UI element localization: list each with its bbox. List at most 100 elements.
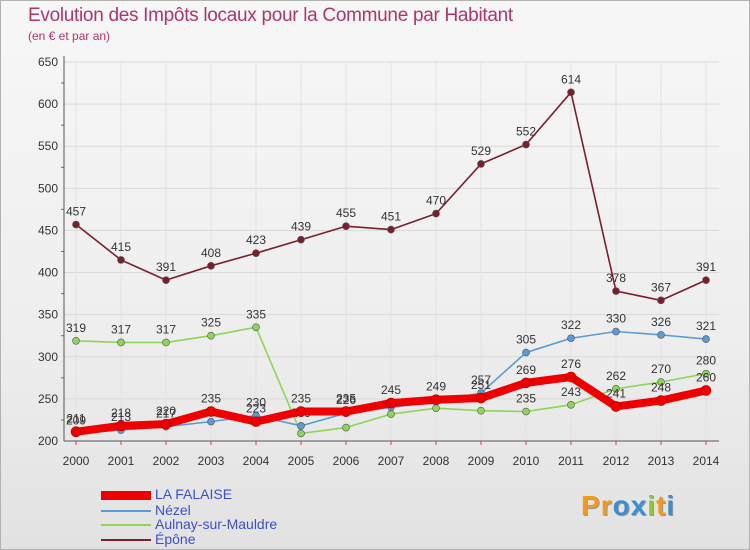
data-point — [205, 406, 217, 417]
legend-swatch — [101, 539, 151, 541]
logo-letter: x — [630, 490, 648, 521]
data-point — [207, 262, 215, 270]
data-point — [297, 429, 305, 438]
data-point — [657, 378, 665, 386]
data-point — [297, 235, 305, 244]
data-point — [115, 420, 127, 432]
data-point — [565, 371, 577, 383]
data-point — [702, 276, 710, 284]
data-point — [612, 287, 620, 295]
x-tick-label: 2003 — [198, 454, 225, 468]
x-tick-label: 2004 — [243, 454, 270, 468]
data-point — [567, 400, 575, 409]
y-tick-label: 300 — [38, 350, 58, 364]
data-point — [295, 406, 307, 417]
data-point — [387, 225, 395, 234]
data-point — [610, 401, 622, 412]
legend-label: Nézel — [155, 502, 191, 518]
data-point — [430, 394, 442, 406]
data-point — [162, 338, 170, 347]
data-label: 455 — [336, 206, 356, 220]
x-tick-label: 2000 — [63, 454, 90, 468]
data-label: 326 — [651, 315, 671, 329]
legend-swatch — [101, 491, 151, 500]
y-tick-label: 450 — [38, 223, 58, 237]
data-label: 276 — [561, 357, 581, 371]
data-label: 235 — [201, 392, 221, 406]
data-label: 220 — [156, 404, 176, 418]
data-label: 415 — [111, 240, 131, 254]
y-tick-label: 650 — [38, 55, 58, 69]
data-point — [432, 404, 440, 412]
data-label: 305 — [516, 333, 536, 347]
data-point — [207, 417, 215, 426]
legend-label: Aulnay-sur-Mauldre — [155, 516, 278, 532]
data-label: 423 — [246, 233, 266, 247]
data-label: 230 — [246, 396, 266, 410]
data-label: 552 — [516, 125, 536, 139]
data-point — [612, 327, 620, 336]
data-label: 319 — [66, 321, 86, 335]
data-label: 408 — [201, 246, 221, 260]
data-label: 262 — [606, 369, 626, 383]
data-label: 322 — [561, 318, 581, 332]
data-label: 248 — [651, 381, 671, 395]
data-point — [522, 407, 530, 416]
x-tick-label: 2013 — [648, 454, 675, 468]
data-point — [160, 418, 172, 430]
data-point — [475, 392, 487, 404]
data-point — [117, 338, 125, 347]
data-label: 391 — [156, 260, 176, 274]
data-point — [252, 249, 260, 257]
legend-label: LA FALAISE — [155, 486, 233, 502]
data-point — [72, 336, 80, 345]
data-label: 235 — [516, 392, 536, 406]
data-label: 213 — [111, 410, 131, 424]
proxiti-logo: Proxiti — [581, 490, 675, 522]
y-tick-label: 350 — [38, 308, 58, 322]
data-label: 223 — [246, 402, 266, 416]
data-label: 218 — [111, 406, 131, 420]
data-point — [657, 296, 665, 305]
data-label: 367 — [651, 280, 671, 294]
legend-swatch — [101, 510, 151, 512]
data-label: 235 — [291, 392, 311, 406]
data-point — [477, 406, 485, 415]
data-label: 317 — [156, 322, 176, 336]
data-point — [72, 220, 80, 229]
data-label: 321 — [696, 319, 716, 333]
logo-letter: i — [666, 490, 676, 521]
data-point — [567, 334, 575, 343]
data-label: 235 — [336, 392, 356, 406]
data-point — [520, 377, 532, 389]
data-label: 270 — [651, 362, 671, 376]
x-tick-label: 2012 — [603, 454, 630, 468]
data-point — [162, 276, 170, 284]
x-tick-label: 2002 — [153, 454, 180, 468]
data-point — [252, 323, 260, 332]
x-tick-label: 2008 — [423, 454, 450, 468]
data-point — [70, 426, 82, 438]
data-label: 439 — [291, 220, 311, 234]
data-point — [700, 385, 712, 396]
data-point — [612, 384, 620, 393]
data-label: 211 — [66, 412, 85, 426]
y-tick-label: 400 — [38, 266, 58, 280]
y-tick-label: 600 — [38, 97, 58, 111]
data-label: 470 — [426, 194, 446, 208]
y-tick-label: 200 — [38, 434, 58, 448]
data-label: 209 — [66, 413, 86, 427]
x-tick-label: 2007 — [378, 454, 405, 468]
x-tick-label: 2005 — [288, 454, 315, 468]
y-tick-label: 550 — [38, 139, 58, 153]
data-label: 391 — [696, 260, 716, 274]
data-label: 335 — [246, 307, 266, 321]
data-label: 280 — [696, 354, 716, 368]
data-label: 217 — [156, 407, 176, 421]
data-point — [432, 209, 440, 218]
data-point — [342, 423, 350, 432]
data-point — [702, 335, 710, 343]
data-point — [207, 331, 215, 340]
